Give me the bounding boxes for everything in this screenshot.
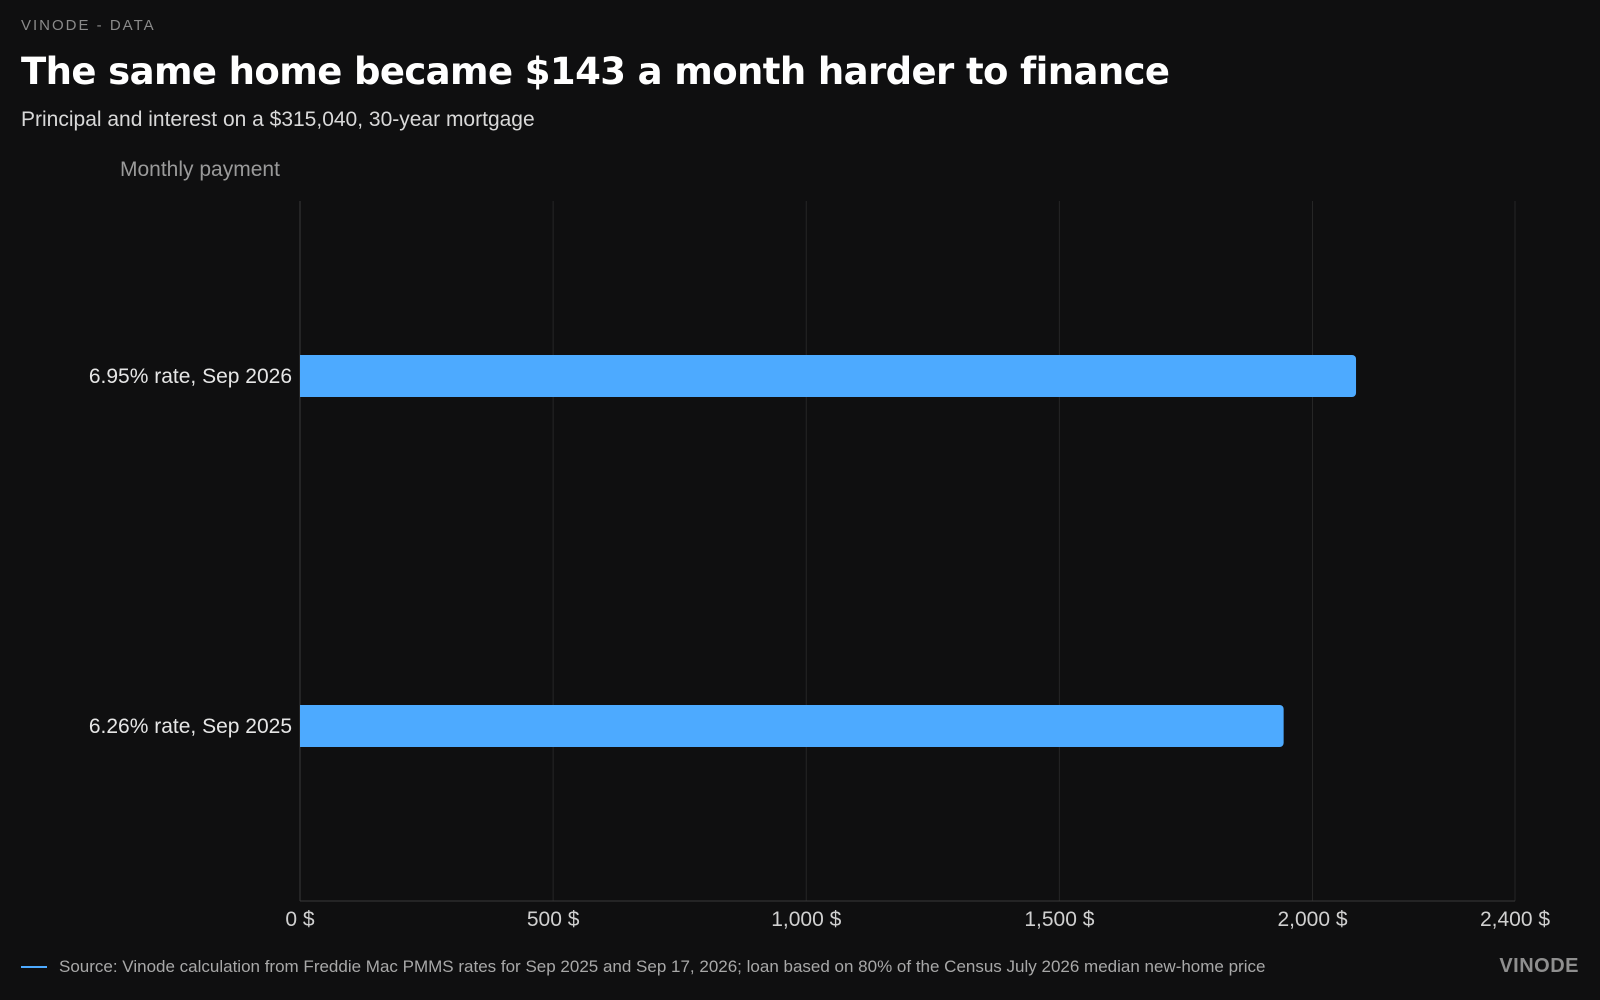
x-tick-label: 1,000 $	[771, 908, 841, 931]
bar	[300, 355, 1357, 397]
bar-chart: Monthly payment 6.95% rate, Sep 2026 6.26…	[89, 158, 1551, 931]
bar	[300, 705, 1284, 747]
category-label: 6.26% rate, Sep 2025	[89, 715, 292, 738]
eyebrow-label: VINODE - DATA	[21, 17, 156, 34]
legend-swatch	[21, 966, 47, 968]
category-label: 6.95% rate, Sep 2026	[89, 365, 292, 388]
chart-title: The same home became $143 a month harder…	[21, 50, 1170, 93]
chart-subtitle: Principal and interest on a $315,040, 30…	[21, 108, 535, 131]
y-axis-title: Monthly payment	[120, 158, 280, 181]
source-text: Source: Vinode calculation from Freddie …	[59, 957, 1266, 976]
x-tick-label: 500 $	[527, 908, 580, 931]
x-tick-label: 1,500 $	[1024, 908, 1094, 931]
brand-logo: VINODE	[1499, 955, 1579, 977]
x-tick-label: 2,000 $	[1277, 908, 1347, 931]
x-tick-label: 0 $	[285, 908, 315, 931]
x-tick-label: 2,400 $	[1480, 908, 1550, 931]
source-note: Source: Vinode calculation from Freddie …	[21, 957, 1265, 977]
